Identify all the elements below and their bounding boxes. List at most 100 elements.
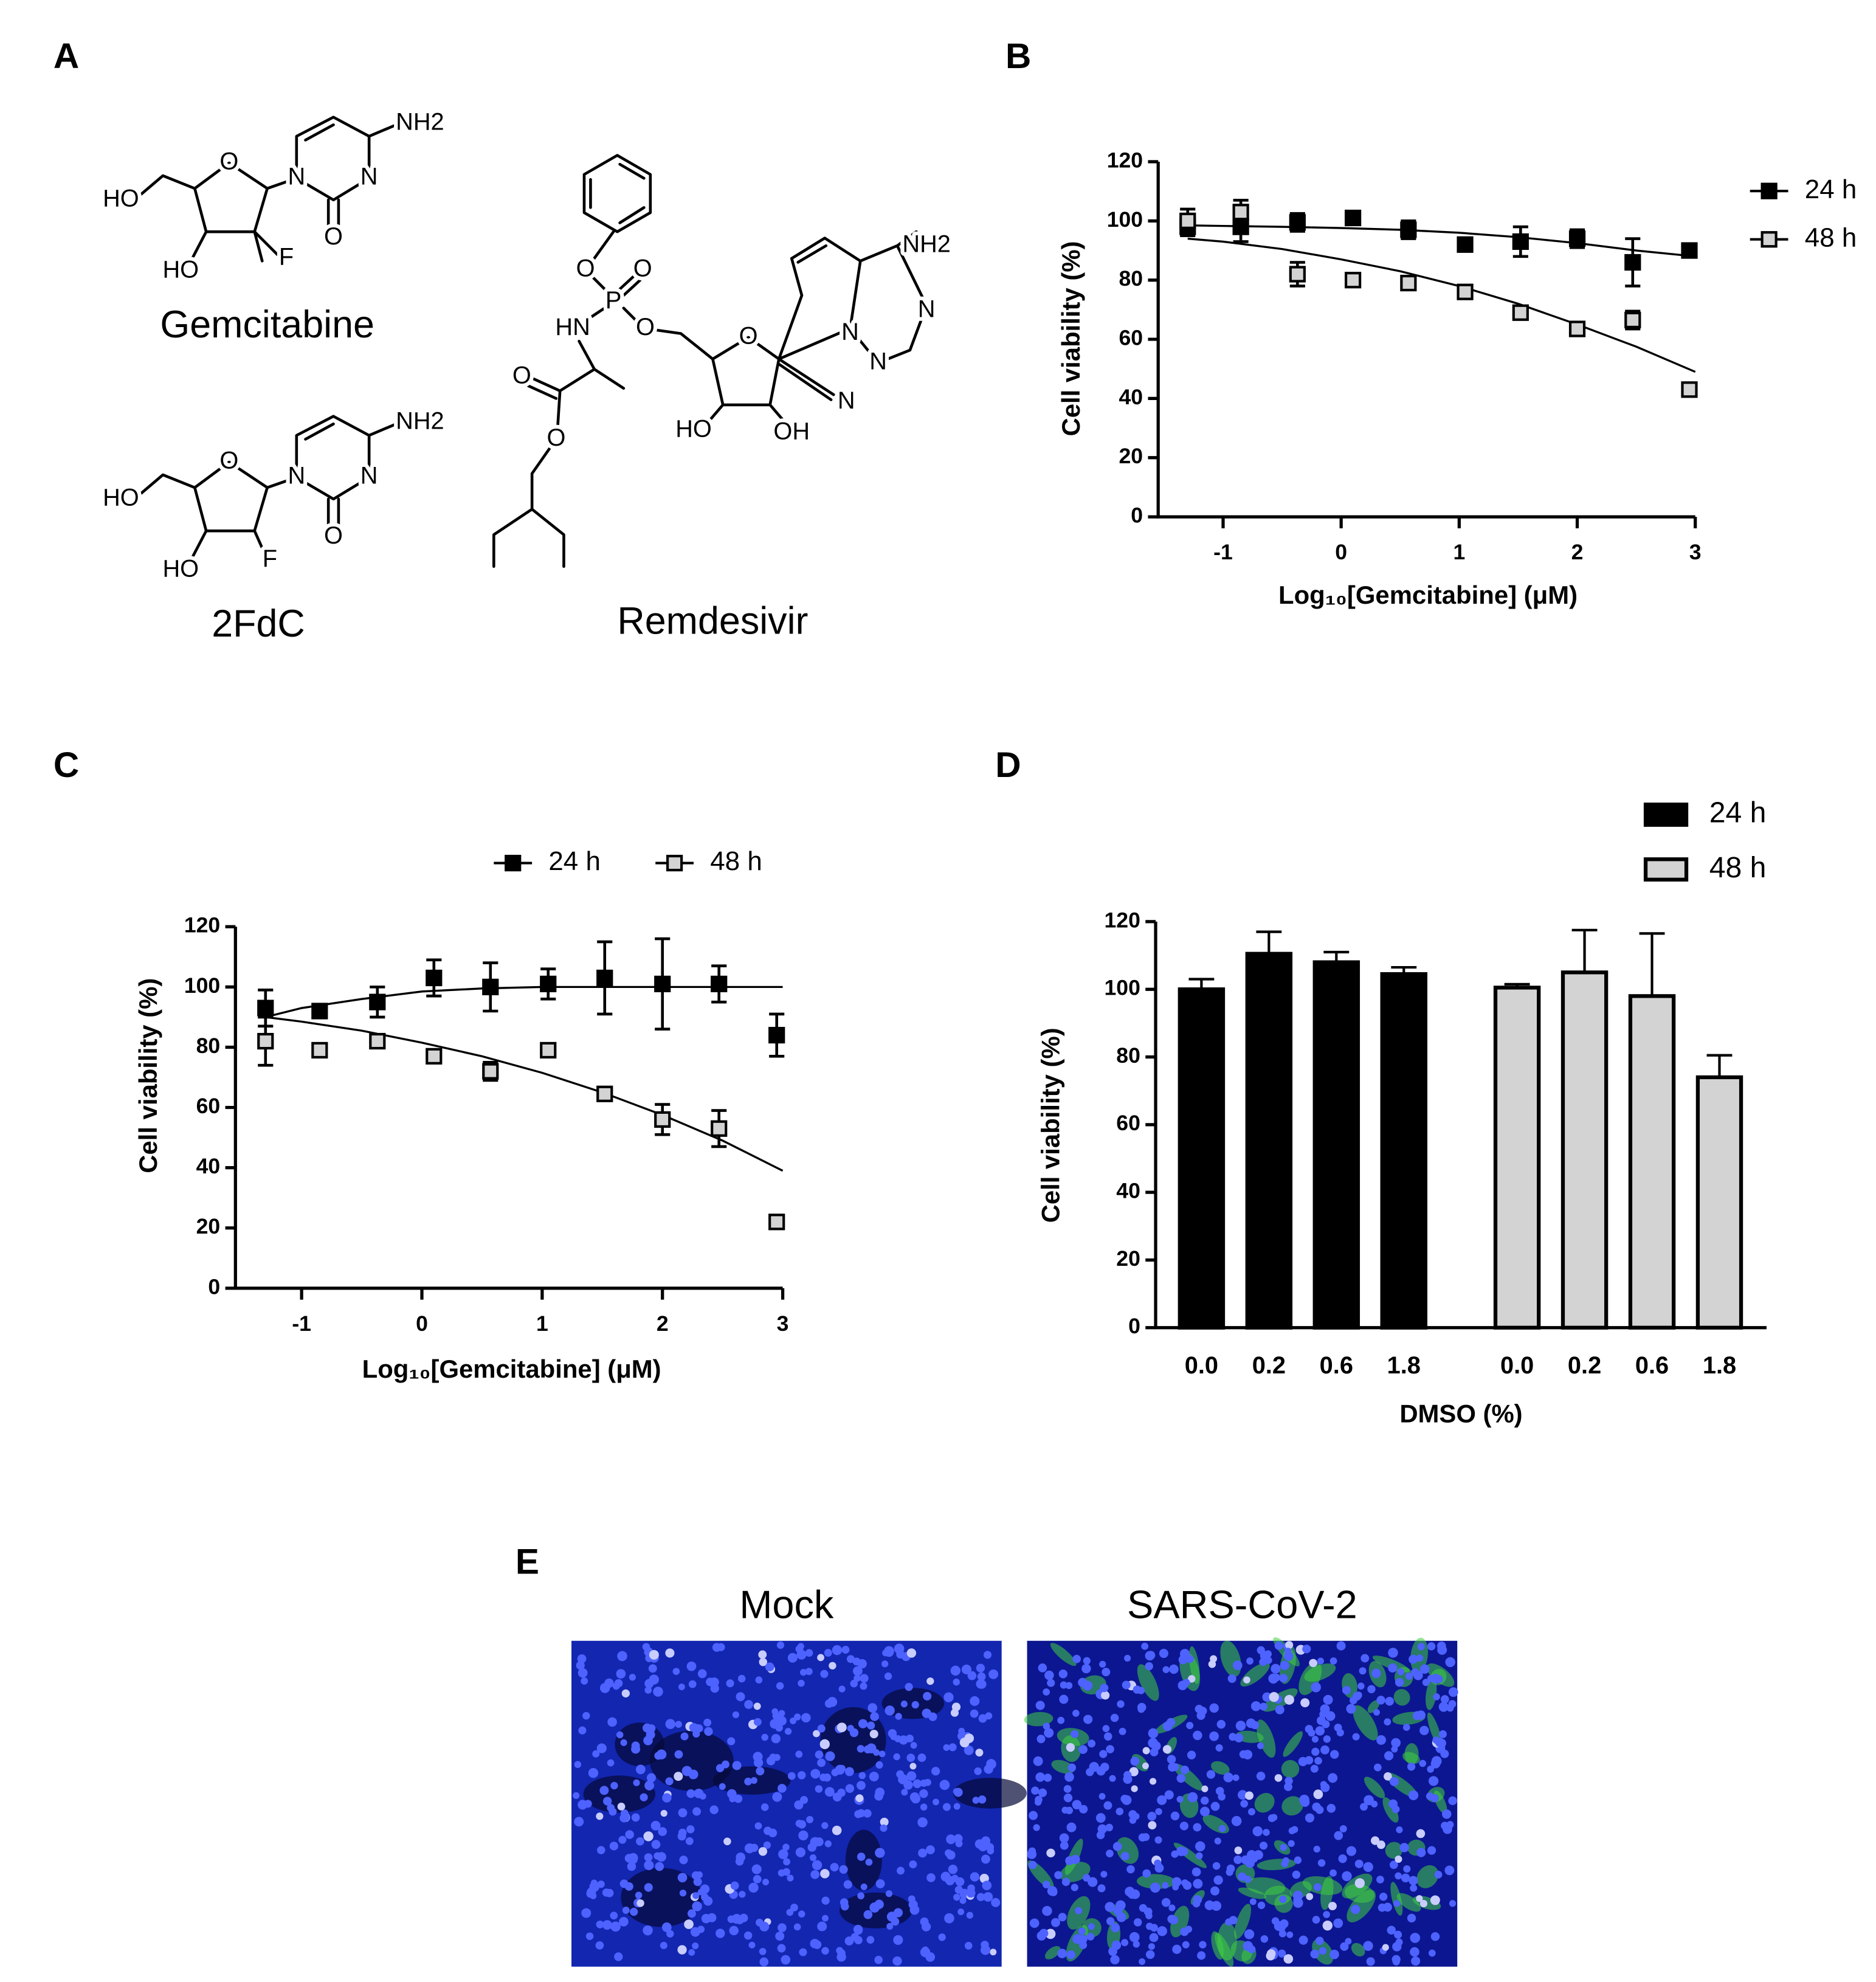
image-title: Mock [739, 1583, 834, 1627]
nucleus [1243, 1676, 1250, 1683]
bond [136, 116, 404, 263]
nucleus [646, 1773, 656, 1783]
structure-name: 2FdC [212, 603, 305, 645]
nucleus [770, 1719, 780, 1729]
nucleus [1354, 1859, 1364, 1868]
nucleus [1099, 1660, 1106, 1668]
nucleus [763, 1841, 771, 1849]
nucleus [955, 1840, 963, 1848]
nucleus [730, 1881, 739, 1890]
nucleus [810, 1769, 821, 1779]
nucleus [1284, 1694, 1294, 1705]
nucleus [1319, 1710, 1327, 1718]
nucleus [603, 1797, 612, 1806]
nucleus [758, 1847, 768, 1856]
nucleus [707, 1913, 717, 1922]
nucleus [819, 1773, 827, 1781]
nucleus [824, 1840, 832, 1848]
nucleus [1312, 1802, 1321, 1812]
nucleus [1172, 1944, 1182, 1954]
nucleus [1088, 1923, 1095, 1930]
nucleus [1346, 1846, 1357, 1856]
nucleus [685, 1837, 694, 1845]
infected-cell [1416, 1865, 1439, 1888]
nucleus [981, 1941, 989, 1949]
nucleus [1059, 1833, 1069, 1843]
nucleus [970, 1872, 980, 1882]
nucleus [953, 1788, 960, 1795]
infected-cell [1245, 1877, 1286, 1895]
nucleus [893, 1935, 903, 1945]
nucleus [775, 1932, 785, 1941]
nucleus [1050, 1918, 1060, 1927]
nucleus [856, 1781, 866, 1790]
nucleus [1193, 1730, 1202, 1741]
nucleus [815, 1837, 824, 1846]
x-tick-label: 3 [777, 1311, 789, 1336]
nucleus [938, 1933, 946, 1941]
legend-swatch [1643, 857, 1689, 882]
y-tick-label: 120 [1105, 908, 1140, 932]
nucleus [794, 1713, 801, 1721]
nucleus [1384, 1751, 1394, 1761]
nucleus [644, 1883, 653, 1892]
nucleus [1120, 1794, 1129, 1803]
nucleus [975, 1749, 984, 1757]
nucleus [778, 1869, 785, 1877]
nucleus [1311, 1747, 1320, 1756]
nucleus [737, 1674, 746, 1683]
nucleus [1364, 1795, 1374, 1806]
nucleus [1408, 1790, 1419, 1800]
nucleus [805, 1649, 813, 1657]
nucleus [649, 1649, 659, 1660]
nucleus [1315, 1936, 1324, 1946]
x-tick-label: 2 [1571, 540, 1584, 564]
nucleus [1216, 1719, 1226, 1729]
nucleus [1043, 1773, 1052, 1782]
nucleus [1133, 1685, 1142, 1694]
nucleus [1100, 1871, 1108, 1878]
marker [768, 1027, 785, 1044]
nucleus [795, 1820, 803, 1828]
infected-cell [1050, 1643, 1077, 1666]
nucleus [633, 1779, 640, 1786]
nucleus [1274, 1774, 1283, 1782]
nucleus [1142, 1747, 1150, 1755]
infected-cell [1393, 1689, 1410, 1706]
nucleus [870, 1712, 879, 1721]
nucleus [1395, 1855, 1402, 1863]
nucleus [1171, 1877, 1182, 1887]
nucleus [1306, 1893, 1314, 1901]
nucleus [1095, 1813, 1106, 1823]
nucleus [1167, 1755, 1176, 1764]
legend-marker [1760, 231, 1778, 248]
nucleus [1283, 1954, 1294, 1964]
nucleus [1294, 1856, 1302, 1864]
nucleus [1200, 1796, 1209, 1805]
infected-cell [1396, 1893, 1421, 1912]
nucleus [674, 1750, 683, 1759]
nucleus [573, 1792, 580, 1799]
nucleus [1395, 1678, 1404, 1687]
nucleus [1199, 1941, 1207, 1949]
nucleus [1329, 1657, 1337, 1665]
atom: N [841, 319, 859, 345]
nucleus [1419, 1725, 1429, 1735]
marker [1681, 242, 1698, 259]
nucleus [661, 1922, 672, 1932]
marker [257, 1032, 274, 1050]
nucleus [917, 1753, 926, 1763]
y-tick-label: 20 [196, 1214, 221, 1238]
nucleus [1281, 1860, 1289, 1868]
nucleus [1226, 1868, 1233, 1876]
x-tick-label: 0 [1335, 540, 1347, 564]
nucleus [1122, 1680, 1131, 1690]
nucleus [1111, 1923, 1120, 1933]
infected-cell [1254, 1793, 1275, 1813]
nucleus [873, 1749, 880, 1756]
nucleus [1419, 1900, 1428, 1908]
nucleus [1416, 1848, 1426, 1857]
nucleus [1410, 1947, 1419, 1957]
marker [1568, 320, 1586, 337]
